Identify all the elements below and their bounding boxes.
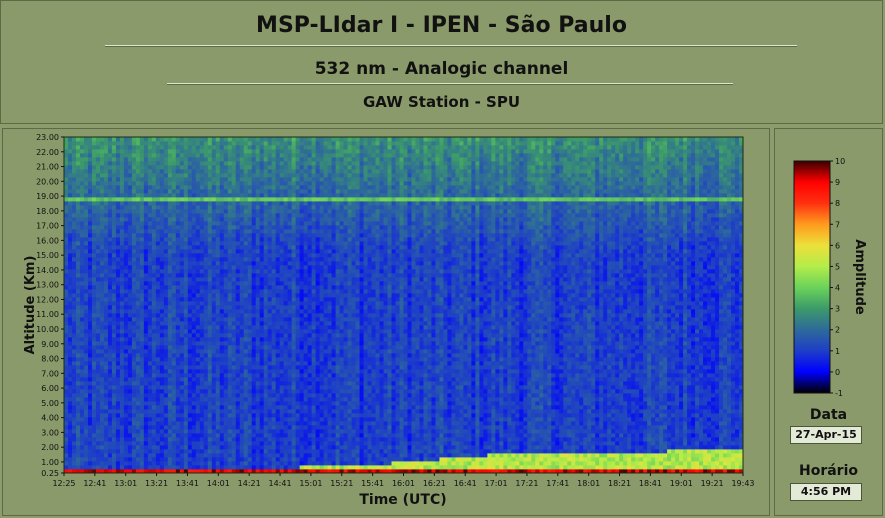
x-tick-label: 16:21	[423, 479, 446, 488]
x-tick-label: 14:21	[238, 479, 261, 488]
x-tick-label: 18:41	[639, 479, 662, 488]
x-tick-label: 17:41	[546, 479, 569, 488]
y-tick-label: 5.00	[41, 399, 59, 408]
x-tick-label: 15:41	[361, 479, 384, 488]
x-tick-label: 13:41	[176, 479, 199, 488]
y-tick-label: 3.00	[41, 428, 59, 437]
divider	[167, 83, 733, 85]
x-tick-label: 15:01	[299, 479, 322, 488]
header-panel: MSP-LIdar I - IPEN - São Paulo 532 nm - …	[0, 0, 883, 124]
y-tick-label: 23.00	[36, 133, 59, 142]
y-tick-label: 11.00	[36, 310, 59, 319]
y-tick-label: 19.00	[36, 192, 59, 201]
x-tick-label: 19:21	[701, 479, 724, 488]
x-tick-label: 19:43	[731, 479, 754, 488]
y-tick-label: 16.00	[36, 236, 59, 245]
y-tick-label: 2.00	[41, 443, 59, 452]
page-title: MSP-LIdar I - IPEN - São Paulo	[256, 13, 627, 38]
date-label: Data	[809, 407, 848, 423]
y-tick-label: 10.00	[36, 325, 59, 334]
date-value: 27-Apr-15	[790, 426, 862, 444]
x-tick-label: 16:41	[454, 479, 477, 488]
x-tick-label: 13:21	[145, 479, 168, 488]
heatmap-area	[64, 137, 743, 473]
x-tick-label: 13:01	[114, 479, 137, 488]
x-tick-label: 16:01	[392, 479, 415, 488]
side-panel	[774, 128, 883, 516]
y-tick-label: 1.00	[41, 458, 59, 467]
y-tick-label: 14.00	[36, 266, 59, 275]
y-tick-label: 12.00	[36, 295, 59, 304]
x-tick-label: 14:01	[207, 479, 230, 488]
x-tick-label: 12:41	[83, 479, 106, 488]
page-subtitle: 532 nm - Analogic channel	[314, 59, 569, 79]
x-tick-label: 17:21	[515, 479, 538, 488]
y-tick-label: 6.00	[41, 384, 59, 393]
y-tick-label: 21.00	[36, 163, 59, 172]
y-tick-label: 0.25	[41, 469, 59, 478]
y-tick-label: 7.00	[41, 369, 59, 378]
station-label: GAW Station - SPU	[362, 93, 521, 111]
y-axis-label: Altitude (Km)	[23, 256, 38, 355]
y-tick-label: 8.00	[41, 355, 59, 364]
x-tick-label: 14:41	[269, 479, 292, 488]
x-tick-label: 12:25	[52, 479, 75, 488]
y-axis: 0.25 1.00 2.00 3.00 4.00 5.00 6.00 7.00 8.00 9.00…	[36, 133, 64, 478]
x-tick-label: 18:21	[608, 479, 631, 488]
y-tick-label: 20.00	[36, 177, 59, 186]
x-tick-label: 19:01	[670, 479, 693, 488]
y-tick-label: 15.00	[36, 251, 59, 260]
y-tick-label: 13.00	[36, 281, 59, 290]
time-label: Horário	[798, 463, 858, 479]
y-tick-label: 17.00	[36, 222, 59, 231]
x-axis-label: Time (UTC)	[359, 492, 446, 508]
x-tick-label: 18:01	[577, 479, 600, 488]
y-tick-label: 22.00	[36, 148, 59, 157]
y-tick-label: 18.00	[36, 207, 59, 216]
y-tick-label: 4.00	[41, 414, 59, 423]
x-tick-label: 15:21	[330, 479, 353, 488]
x-tick-label: 17:01	[485, 479, 508, 488]
divider	[105, 45, 797, 47]
y-tick-label: 9.00	[41, 340, 59, 349]
time-value: 4:56 PM	[790, 483, 862, 501]
x-axis: 12:25 12:41 13:01 13:21 13:41 14:01 14:21 14:41…	[52, 473, 755, 488]
